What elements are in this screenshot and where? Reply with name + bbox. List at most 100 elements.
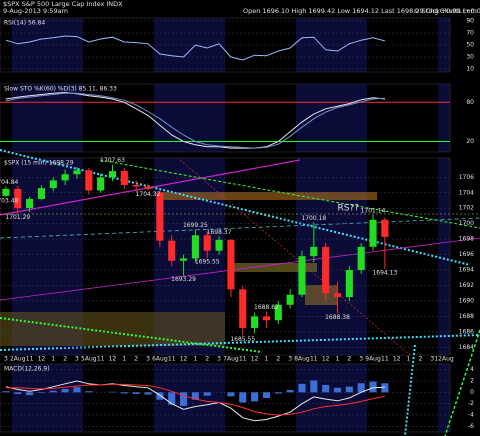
panel-title: Slow STO %K(60) %D(3) 85.11, 86.33 (4, 86, 117, 93)
y-tick-label: 1704 (459, 189, 474, 196)
y-tick-label: 1684 (459, 344, 474, 351)
x-tick-label: 2 (205, 356, 209, 363)
series-line (5, 92, 385, 149)
candle-body (120, 171, 128, 186)
x-tick-label: 11 (310, 356, 318, 363)
credit: © StockCharts.com (413, 7, 477, 15)
x-tick-label: 3 (4, 356, 8, 363)
x-tick-label: 1 (407, 356, 411, 363)
x-tick-label: 12 (393, 356, 401, 363)
candle-body (333, 293, 342, 298)
x-tick-label: 3 (146, 356, 150, 363)
trend-line (444, 329, 480, 436)
day-band (296, 158, 368, 355)
price-label: 1707.63 (100, 157, 125, 164)
histogram-bar (14, 392, 22, 395)
histogram-bar (239, 392, 247, 403)
x-tick-label: 12 (322, 356, 330, 363)
x-tick-label: 11 (168, 356, 176, 363)
candle-body (262, 316, 270, 321)
x-tick-label: 2Aug (10, 356, 26, 363)
trend-line (0, 317, 263, 353)
y-tick-label: 0 (470, 389, 474, 396)
x-tick-label: 3 (430, 356, 434, 363)
series-line (5, 383, 385, 416)
candle-body (26, 198, 34, 209)
x-tick-label: 2 (134, 356, 138, 363)
x-tick-label: 12 (251, 356, 259, 363)
histogram-bar (310, 380, 318, 393)
price-label: 1693.29 (171, 276, 196, 283)
candle-body (132, 185, 140, 187)
x-tick-label: 9Aug (365, 356, 381, 363)
price-label: 1700.18 (301, 215, 326, 222)
x-tick-label: 11 (97, 356, 105, 363)
x-tick-label: 1 (122, 356, 126, 363)
x-tick-label: 11 (239, 356, 247, 363)
x-tick-label: 1 (51, 356, 55, 363)
x-tick-label: 11 (26, 356, 34, 363)
candle-body (203, 235, 211, 251)
day-band (296, 364, 368, 432)
histogram-bar (203, 392, 211, 396)
panel-title: MACD(12,26,9) (4, 366, 50, 373)
candle-body (322, 246, 330, 294)
day-band (296, 18, 368, 72)
candle-body (357, 246, 365, 271)
x-tick-label: 1 (193, 356, 197, 363)
price-label: 1704.84 (0, 179, 19, 186)
x-tick-label: 12 (38, 356, 46, 363)
y-tick-label: 90 (466, 18, 474, 25)
trend-line (0, 237, 480, 301)
y-tick-label: 80 (466, 99, 474, 106)
y-tick-label: -2 (468, 400, 474, 407)
price-label: 1699.25 (183, 222, 208, 229)
price-label: 1701.29 (5, 214, 30, 221)
y-tick-label: 1690 (459, 297, 474, 304)
y-tick-label: 1692 (459, 282, 474, 289)
series-line (5, 35, 386, 61)
y-tick-label: 20 (466, 138, 474, 145)
day-band (153, 84, 225, 152)
x-tick-label: 5Aug (81, 356, 97, 363)
price-label: 1701.14 (361, 207, 386, 214)
y-tick-label: 1698 (459, 236, 474, 243)
histogram-bar (85, 391, 93, 393)
candle-body (298, 256, 306, 295)
candle-body (345, 270, 353, 298)
y-tick-label: 1706 (459, 174, 474, 181)
panel-title: RSI(14) 56.84 (4, 20, 45, 27)
y-tick-label: -4 (468, 412, 474, 419)
x-tick-label: 1 (336, 356, 340, 363)
zone-box (160, 192, 377, 200)
histogram-bar (345, 386, 353, 393)
symbol: $SPX S&P 500 Large Cap Index INDX (3, 0, 123, 8)
price-label: 1703.48 (0, 197, 19, 204)
x-tick-label: 3 (75, 356, 79, 363)
price-label: 1704.32 (136, 191, 161, 198)
histogram-bar (180, 392, 188, 406)
x-tick-label: 12Aug (434, 356, 454, 363)
candle-body (215, 239, 223, 251)
candle-body (14, 188, 22, 209)
candle-body (381, 219, 389, 237)
y-tick-label: 1700 (459, 220, 474, 227)
trend-line (0, 149, 471, 266)
x-tick-label: 2 (276, 356, 280, 363)
price-label: 1685.55 (230, 336, 255, 343)
y-tick-label: 1686 (459, 328, 474, 335)
histogram-bar (2, 391, 10, 393)
x-tick-label: 8Aug (294, 356, 310, 363)
histogram-bar (26, 392, 34, 396)
histogram-bar (227, 392, 235, 397)
histogram-bar (108, 391, 117, 393)
x-tick-label: 3 (288, 356, 292, 363)
panel-frame (0, 157, 451, 356)
candle-body (108, 171, 117, 178)
histogram-bar (191, 392, 199, 400)
candle-body (97, 177, 105, 191)
histogram-bar (120, 392, 128, 394)
quote: Open 1696.10 High 1699.42 Low 1694.12 La… (243, 7, 480, 15)
candle-body (251, 316, 259, 328)
